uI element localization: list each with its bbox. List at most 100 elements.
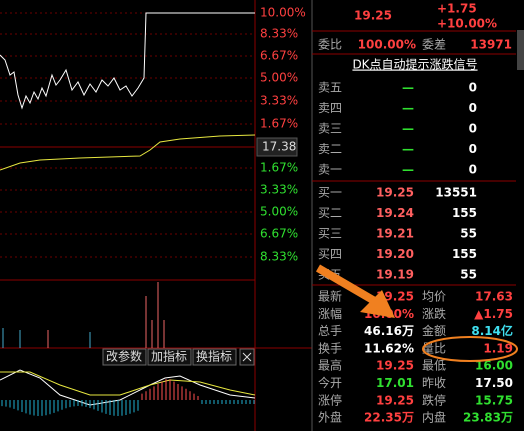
stat-value: 17.01 [376, 376, 414, 390]
stat-label: 外盘 [318, 410, 342, 425]
book-label: 卖二 [318, 142, 342, 156]
axis-label: 6.67% [260, 227, 298, 241]
book-volume: 0 [469, 163, 477, 177]
book-volume: 0 [469, 101, 477, 115]
stat-label: 总手 [318, 324, 342, 338]
stat-label: 最低 [422, 359, 446, 373]
average-line [0, 134, 256, 171]
stat-label: 均价 [422, 290, 446, 304]
stat-label: 今开 [318, 375, 342, 390]
book-volume: 0 [469, 81, 477, 95]
stat-label: 涨幅 [318, 306, 342, 321]
toolbar: 改参数 加指标 换指标 [102, 348, 255, 366]
book-price: 19.24 [376, 206, 414, 220]
stat-label: 最新 [318, 289, 342, 304]
close-icon [242, 352, 252, 362]
axis-label: 10.00% [260, 6, 306, 20]
change-pct: +10.00% [437, 17, 497, 31]
axis-label: 1.67% [260, 117, 298, 131]
price-line [0, 12, 255, 110]
macd-bars [1, 379, 255, 416]
label: 委比 [318, 38, 342, 52]
toolbar-button[interactable] [102, 348, 147, 366]
stat-value: 16.00 [475, 359, 513, 373]
stat-value: 17.50 [475, 376, 513, 390]
signal-link[interactable]: DK点自动提示涨跌信号 [352, 57, 477, 72]
annotation-arrow-head [360, 290, 395, 318]
stat-label: 量比 [422, 341, 446, 355]
stat-value: ▲1.75 [474, 307, 513, 321]
axis-label: 6.67% [260, 49, 298, 63]
book-label: 买一 [318, 186, 342, 200]
book-volume: 155 [452, 247, 477, 261]
quote-panel: 19.25 +1.75+10.00% 委比 100.00% 委差 13971 DK点自动提示… [312, 2, 516, 425]
stat-value: 46.16万 [364, 324, 414, 338]
book-price: 19.19 [376, 268, 414, 282]
stat-value: 15.75 [475, 393, 513, 407]
axis-label: 8.33% [260, 250, 298, 264]
stat-label: 内盘 [422, 410, 446, 425]
stat-value: 17.63 [475, 290, 513, 304]
axis-label: 3.33% [260, 183, 298, 197]
stat-value: 23.83万 [463, 411, 513, 425]
book-label: 卖五 [318, 81, 342, 95]
toolbar-label: 换指标 [196, 349, 232, 364]
annotation-circle [422, 336, 518, 362]
axis-label: 5.00% [260, 205, 298, 219]
value: 100.00% [358, 38, 416, 52]
label: 委差 [422, 38, 446, 52]
scrollbar[interactable] [517, 30, 524, 70]
stat-value: 22.35万 [364, 411, 414, 425]
macd-line [0, 369, 256, 406]
book-price: 19.20 [376, 247, 414, 261]
change: +1.75 [437, 2, 477, 16]
price: 19.25 [354, 9, 392, 23]
book-price: — [402, 101, 414, 115]
book-volume: 0 [469, 142, 477, 156]
value: 13971 [470, 38, 512, 52]
book-label: 买三 [318, 227, 342, 241]
stat-label: 涨停 [318, 392, 342, 407]
axis-label: 8.33% [260, 27, 298, 41]
book-price: — [402, 122, 414, 136]
book-label: 卖三 [318, 122, 342, 136]
axis-label: 5.00% [260, 71, 298, 85]
book-price: — [402, 163, 414, 177]
book-price: 19.25 [376, 186, 414, 200]
axis-label: 3.33% [260, 94, 298, 108]
stat-label: 最高 [318, 358, 342, 373]
stat-value: 11.62% [364, 341, 414, 355]
book-label: 卖一 [318, 163, 342, 177]
toolbar-label: 改参数 [106, 349, 142, 364]
stat-label: 昨收 [422, 376, 446, 390]
stat-value: 8.14亿 [471, 323, 513, 338]
book-label: 卖四 [318, 101, 342, 115]
stat-label: 跌停 [422, 392, 446, 407]
toolbar-button[interactable] [147, 348, 192, 366]
book-price: — [402, 142, 414, 156]
book-label: 买二 [318, 206, 342, 220]
book-price: — [402, 81, 414, 95]
book-volume: 0 [469, 122, 477, 136]
stat-value: 19.25 [376, 393, 414, 407]
grid: 10.00% 8.33% 6.67% 5.00% 3.33% 1.67% 17.38 1.67… [0, 6, 306, 264]
stat-label: 金额 [422, 323, 446, 338]
annotation-arrow [315, 264, 381, 307]
signal-line [0, 371, 256, 396]
book-volume: 55 [460, 227, 477, 241]
current-box [256, 137, 298, 157]
book-volume: 55 [460, 268, 477, 282]
volume-bars [2, 282, 165, 348]
book-price: 19.21 [376, 227, 414, 241]
stat-value: 1.19 [483, 341, 513, 355]
axis-label: 1.67% [260, 161, 298, 175]
toolbar-button[interactable] [192, 348, 237, 366]
book-label: 买四 [318, 247, 342, 261]
book-volume: 13551 [435, 186, 477, 200]
stat-value: 19.25 [376, 359, 414, 373]
stat-label: 换手 [318, 341, 342, 355]
axis-label: 17.38 [262, 140, 296, 154]
toolbar-label: 加指标 [151, 349, 187, 364]
